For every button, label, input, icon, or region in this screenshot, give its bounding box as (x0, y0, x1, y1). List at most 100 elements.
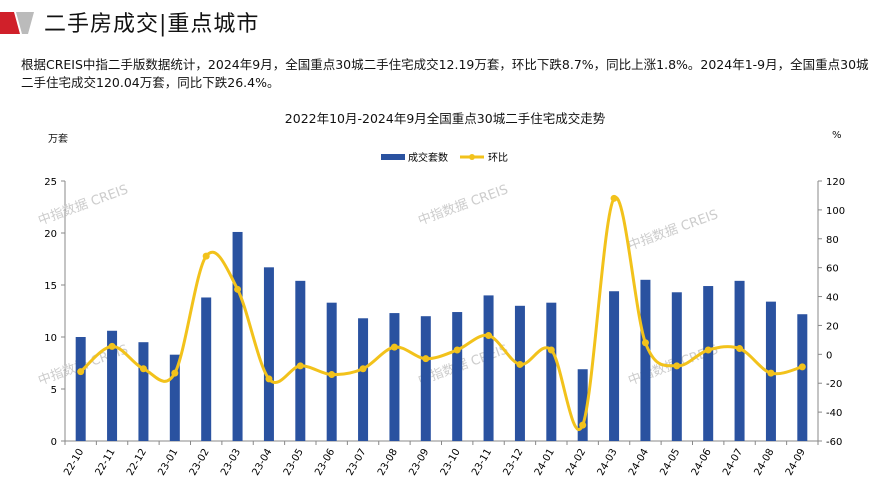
x-tick-label: 22-12 (125, 447, 149, 478)
left-tick-label: 25 (44, 177, 57, 188)
line-point (641, 339, 649, 347)
left-axis-unit: 万套 (48, 134, 68, 145)
x-tick-label: 23-03 (219, 447, 243, 478)
x-tick-label: 24-03 (596, 447, 620, 478)
bar (546, 302, 557, 441)
bar (640, 279, 651, 441)
x-tick-label: 24-08 (752, 447, 776, 478)
bar (609, 291, 620, 441)
bar (75, 337, 86, 441)
x-tick-label: 24-02 (564, 447, 588, 478)
line-point (579, 421, 587, 429)
right-tick-label: 0 (826, 350, 832, 361)
line-series (79, 196, 803, 431)
line-point (202, 252, 210, 260)
x-tick-label: 24-04 (627, 447, 651, 478)
x-tick-label: 22-11 (94, 447, 118, 478)
left-tick-label: 15 (44, 281, 57, 292)
line-point (422, 355, 430, 363)
x-tick-label: 23-12 (501, 447, 525, 478)
right-tick-label: 40 (826, 293, 839, 304)
watermark: 中指数据 CREIS (626, 207, 720, 253)
x-tick-label: 23-08 (376, 447, 400, 478)
line-point (359, 365, 367, 373)
x-tick-label: 23-01 (156, 447, 180, 478)
watermark: 中指数据 CREIS (416, 182, 510, 228)
right-tick-label: -20 (826, 379, 842, 390)
brand-logo (0, 12, 34, 34)
x-tick-label: 23-11 (470, 447, 494, 478)
line-point (328, 371, 336, 379)
left-tick-label: 20 (44, 229, 57, 240)
watermark: 中指数据 CREIS (36, 182, 130, 228)
bar (138, 342, 149, 441)
legend-line-label: 环比 (488, 152, 508, 164)
right-tick-label: 80 (826, 235, 839, 246)
bar (295, 280, 306, 441)
bar (420, 316, 431, 441)
bar (263, 267, 274, 441)
x-tick-label: 23-04 (250, 447, 274, 478)
legend-bar-label: 成交套数 (408, 151, 448, 164)
line-point (265, 375, 273, 383)
x-tick-label: 24-07 (721, 447, 745, 478)
bar (577, 369, 588, 441)
x-tick-label: 24-06 (690, 447, 714, 478)
left-tick-label: 10 (44, 333, 57, 344)
line-point (77, 368, 85, 376)
x-tick-label: 23-09 (407, 447, 431, 478)
bar (514, 305, 525, 441)
bar (483, 295, 494, 441)
line-point (673, 362, 681, 370)
x-tick-label: 23-10 (439, 447, 463, 478)
page-title: 二手房成交|重点城市 (44, 12, 260, 37)
x-tick-label: 24-05 (658, 447, 682, 478)
bar (169, 354, 180, 441)
x-tick-label: 23-07 (345, 447, 369, 478)
line-point (704, 346, 712, 354)
x-tick-label: 23-02 (188, 447, 212, 478)
bar (703, 286, 714, 441)
line-point (736, 345, 744, 353)
line-point (453, 346, 461, 354)
line-point (296, 362, 304, 370)
line-point (485, 332, 493, 340)
bar (734, 280, 745, 441)
line-point (108, 342, 116, 350)
bar (107, 330, 118, 441)
right-tick-label: 20 (826, 321, 839, 332)
x-tick-label: 23-06 (313, 447, 337, 478)
bar (452, 312, 463, 441)
bar (232, 231, 243, 441)
right-tick-label: -40 (826, 408, 842, 419)
right-tick-label: 120 (826, 177, 845, 188)
legend-line-marker (469, 154, 475, 160)
line-point (234, 285, 242, 293)
description-text: 根据CREIS中指二手版数据统计，2024年9月，全国重点30城二手住宅成交12… (21, 57, 869, 90)
line-point (610, 194, 618, 202)
line-point (171, 369, 179, 377)
x-tick-label: 24-09 (784, 447, 808, 478)
x-tick-label: 23-05 (282, 447, 306, 478)
x-tick-label: 24-01 (533, 447, 557, 478)
line-point (547, 346, 555, 354)
bar (201, 297, 212, 441)
legend-bar-swatch (381, 154, 405, 160)
x-tick-label: 22-10 (62, 447, 86, 478)
right-tick-label: 100 (826, 206, 845, 217)
bar (358, 318, 369, 441)
line-point (139, 365, 147, 373)
right-tick-label: -60 (826, 437, 842, 448)
right-tick-label: 60 (826, 264, 839, 275)
chart-title: 2022年10月-2024年9月全国重点30城二手住宅成交走势 (284, 111, 606, 126)
right-axis-unit: % (832, 130, 842, 141)
bar (797, 314, 808, 441)
bar (389, 313, 400, 441)
line-point (516, 360, 524, 368)
line-point (767, 369, 775, 377)
line-point (390, 343, 398, 351)
left-tick-label: 5 (51, 385, 57, 396)
line-point (798, 363, 806, 371)
left-tick-label: 0 (51, 437, 57, 448)
